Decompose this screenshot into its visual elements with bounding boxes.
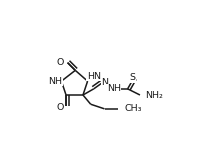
Text: NH: NH: [48, 77, 62, 86]
Text: HN: HN: [87, 72, 101, 81]
Text: N: N: [101, 78, 108, 87]
Text: S: S: [129, 74, 135, 82]
Text: CH₃: CH₃: [125, 104, 142, 113]
Text: NH₂: NH₂: [145, 90, 163, 99]
Text: O: O: [56, 58, 64, 67]
Text: O: O: [57, 103, 64, 112]
Text: NH: NH: [107, 84, 121, 93]
